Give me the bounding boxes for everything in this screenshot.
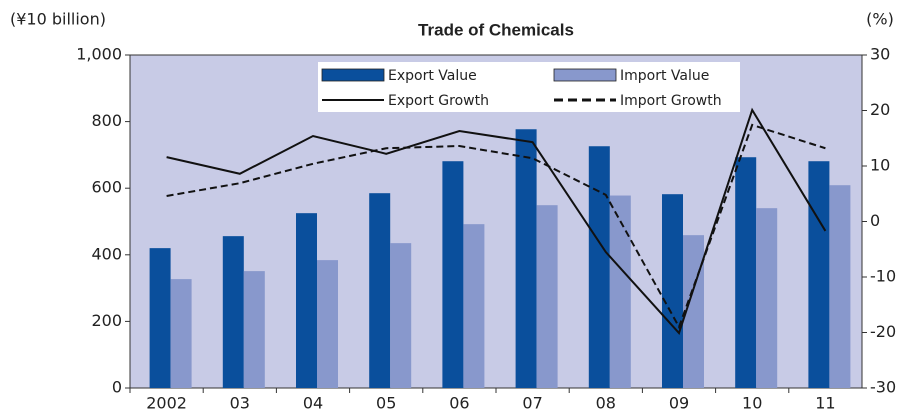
y-tick-label: 400 — [91, 244, 122, 263]
y-tick-label: 0 — [112, 378, 122, 397]
bar — [609, 195, 631, 388]
y2-tick-label: 0 — [870, 211, 880, 230]
bar — [442, 161, 464, 388]
bar — [515, 129, 537, 388]
bar — [662, 194, 683, 388]
x-tick-label: 09 — [669, 394, 689, 413]
bar — [222, 236, 244, 388]
bar — [243, 271, 265, 388]
y-axis-label: (¥10 billion) — [10, 10, 106, 29]
legend-label: Export Value — [388, 68, 477, 84]
bar — [170, 279, 192, 388]
x-tick-label: 10 — [742, 394, 762, 413]
y2-tick-label: 20 — [870, 100, 890, 119]
bar — [296, 213, 317, 388]
bar — [756, 208, 778, 388]
x-tick-label: 04 — [303, 394, 323, 413]
bar — [149, 248, 171, 388]
y-tick-label: 1,000 — [76, 45, 122, 64]
x-tick-label: 05 — [376, 394, 396, 413]
bar — [829, 185, 851, 388]
legend-label: Import Value — [620, 68, 709, 84]
y2-tick-label: 30 — [870, 45, 890, 64]
x-tick-label: 03 — [230, 394, 250, 413]
y2-tick-label: -10 — [870, 267, 896, 286]
bar — [588, 146, 610, 388]
y-tick-label: 600 — [91, 178, 122, 197]
bar — [369, 193, 391, 388]
bar — [536, 205, 558, 388]
x-tick-label: 11 — [815, 394, 835, 413]
legend-swatch — [321, 68, 385, 82]
bar — [808, 161, 830, 388]
y-tick-label: 800 — [91, 111, 122, 130]
y-tick-label: 200 — [91, 311, 122, 330]
bar — [463, 224, 485, 388]
x-tick-label: 2002 — [146, 394, 187, 413]
legend-label: Export Growth — [388, 93, 489, 109]
x-tick-label: 07 — [522, 394, 542, 413]
chart-title: Trade of Chemicals — [418, 20, 574, 39]
y2-axis-label: (%) — [866, 10, 894, 29]
y2-tick-label: -20 — [870, 322, 896, 341]
legend-swatch — [553, 68, 617, 82]
y2-tick-label: 10 — [870, 156, 890, 175]
x-tick-label: 08 — [596, 394, 616, 413]
line-series — [166, 107, 827, 336]
bar — [390, 243, 412, 388]
legend-label: Import Growth — [620, 93, 722, 109]
bar — [735, 157, 757, 388]
legend-box — [318, 62, 740, 112]
x-tick-label: 06 — [449, 394, 469, 413]
line-series — [166, 123, 826, 330]
bar — [317, 260, 338, 388]
y2-tick-label: -30 — [870, 378, 896, 397]
